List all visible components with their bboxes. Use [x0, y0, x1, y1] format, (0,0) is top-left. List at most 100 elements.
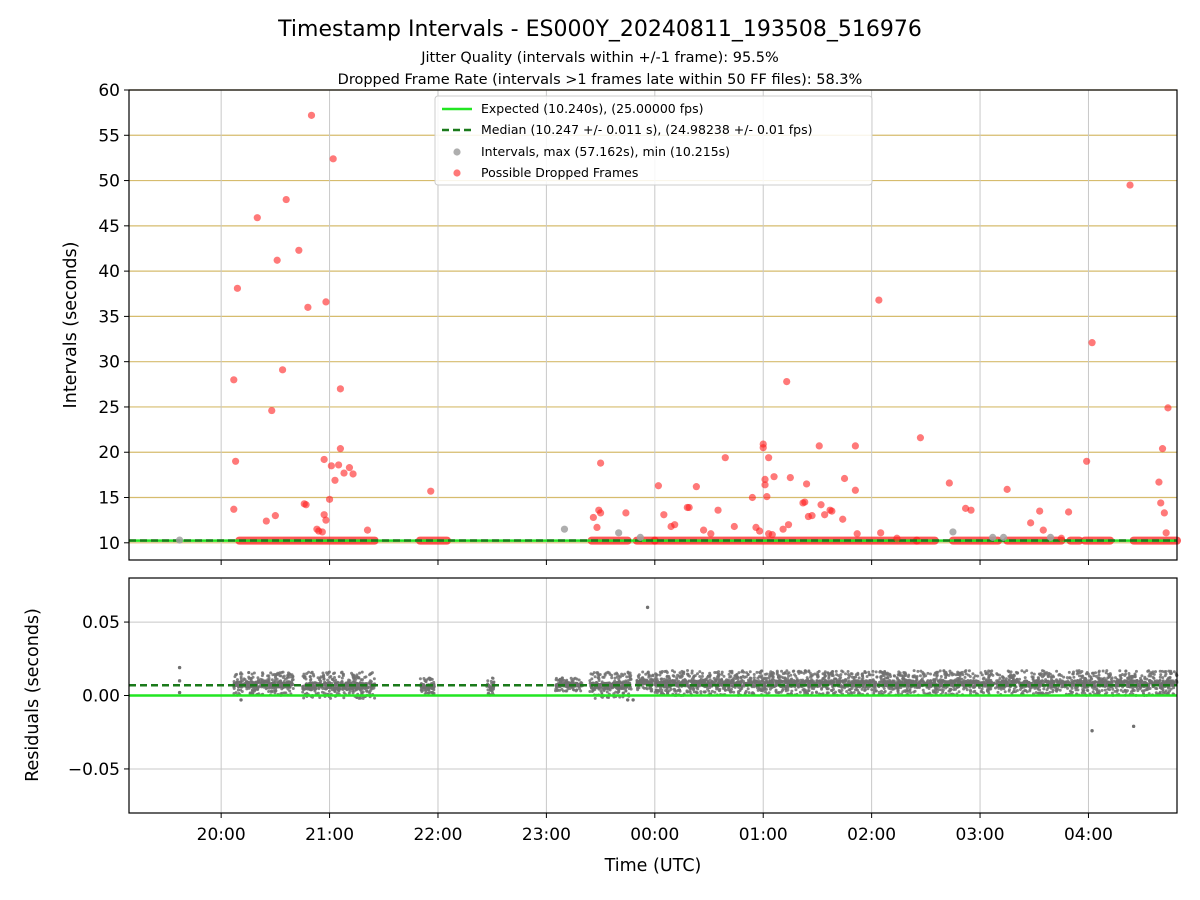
residual-point	[680, 673, 684, 677]
residual-point	[612, 681, 616, 685]
residual-point	[944, 691, 948, 695]
residual-point	[886, 673, 890, 677]
x-tick-label: 20:00	[197, 825, 246, 845]
residual-point	[651, 679, 655, 683]
residual-point	[249, 679, 253, 683]
residual-point	[791, 669, 795, 673]
residual-point	[892, 687, 896, 691]
residual-point	[575, 688, 579, 692]
residual-point	[238, 672, 242, 676]
residual-point	[1058, 678, 1062, 682]
dropped-frame-point	[801, 498, 809, 506]
residual-point	[763, 676, 767, 680]
residual-point	[670, 669, 674, 673]
residual-point	[352, 686, 356, 690]
residual-point	[429, 677, 433, 681]
residual-point	[699, 690, 703, 694]
residual-point	[368, 682, 372, 686]
legend-intervals-label: Intervals, max (57.162s), min (10.215s)	[481, 144, 730, 159]
residual-point	[913, 674, 917, 678]
residual-point	[424, 680, 428, 684]
residual-point	[615, 681, 619, 685]
residual-point	[340, 680, 344, 684]
dropped-frame-point	[779, 525, 787, 533]
residual-point	[886, 680, 890, 684]
residual-point	[904, 679, 908, 683]
residual-outlier-point	[239, 698, 243, 702]
residual-point	[1092, 674, 1096, 678]
residual-point	[839, 676, 843, 680]
y-tick-label: 10	[98, 534, 120, 554]
residual-point	[1137, 682, 1141, 686]
residuals-y-ticks: −0.050.000.05	[68, 613, 129, 780]
residual-point	[1110, 691, 1114, 695]
residual-point	[908, 679, 912, 683]
residual-point	[1169, 687, 1173, 691]
residual-point	[1135, 686, 1139, 690]
residual-point	[924, 674, 928, 678]
dropped-frame-point	[817, 501, 825, 509]
residual-point	[836, 680, 840, 684]
residual-point	[1050, 675, 1054, 679]
residual-point	[291, 687, 295, 691]
residual-point	[1166, 678, 1170, 682]
residual-point	[329, 696, 333, 700]
dropped-frame-point	[685, 503, 693, 512]
residual-point	[1015, 688, 1019, 692]
residual-point	[1037, 672, 1041, 676]
dropped-frame-point	[916, 434, 925, 442]
residual-point	[570, 681, 574, 685]
residual-point	[1162, 691, 1166, 695]
residual-point	[696, 687, 700, 691]
residual-point	[1055, 669, 1059, 673]
residual-point	[1095, 687, 1099, 691]
residual-point	[724, 680, 728, 684]
dropped-frame-point	[363, 526, 372, 534]
residual-point	[821, 677, 825, 681]
residual-point	[792, 680, 796, 684]
residual-point	[679, 681, 683, 685]
residual-point	[921, 680, 925, 684]
residual-point	[489, 688, 493, 692]
dropped-frame-point	[230, 505, 238, 513]
residual-point	[998, 681, 1002, 685]
residual-point	[1152, 676, 1156, 680]
residual-point	[734, 677, 738, 681]
residual-point	[333, 686, 337, 690]
residual-point	[811, 673, 815, 677]
residual-point	[1070, 684, 1074, 688]
x-tick-label: 01:00	[739, 825, 788, 845]
dropped-frame-point	[318, 528, 326, 536]
residual-outlier-point	[1090, 729, 1094, 733]
residual-point	[629, 687, 633, 691]
residual-point	[834, 669, 838, 673]
interval-point	[560, 525, 569, 533]
dropped-frame-point	[589, 513, 597, 522]
residual-point	[783, 671, 787, 675]
residual-point	[880, 670, 884, 674]
residual-point	[868, 673, 872, 677]
residual-point	[579, 689, 583, 693]
residual-point	[721, 680, 725, 684]
residual-point	[763, 672, 767, 676]
residual-point	[662, 680, 666, 684]
residual-point	[617, 674, 621, 678]
residual-point	[560, 678, 564, 682]
residual-point	[786, 686, 790, 690]
residual-point	[877, 690, 881, 694]
residuals-points	[177, 605, 1179, 733]
residual-outlier-point	[177, 665, 182, 670]
residual-point	[600, 691, 604, 695]
residual-point	[995, 672, 999, 676]
residual-point	[1134, 669, 1138, 673]
residual-point	[735, 681, 739, 685]
residual-point	[1097, 670, 1101, 674]
residual-point	[892, 681, 896, 685]
residual-point	[799, 671, 803, 675]
residual-point	[678, 671, 682, 675]
residual-point	[1007, 689, 1011, 693]
dropped-frame-point	[273, 256, 281, 264]
residual-point	[935, 690, 939, 694]
residual-point	[1062, 680, 1066, 684]
residual-point	[850, 683, 854, 687]
